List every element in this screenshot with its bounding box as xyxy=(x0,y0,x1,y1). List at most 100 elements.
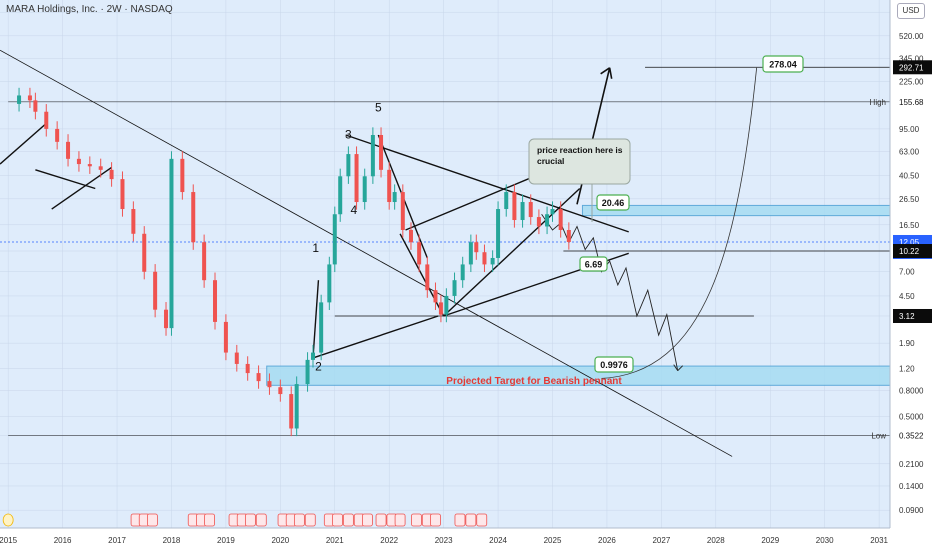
candle-body xyxy=(438,302,443,315)
candle-body xyxy=(234,352,239,364)
earnings-marker[interactable] xyxy=(304,513,316,527)
candle-body xyxy=(460,264,465,281)
candle-body xyxy=(433,290,438,303)
y-tick-label: 1.20 xyxy=(899,364,915,373)
candle-body xyxy=(327,264,332,303)
price-tag xyxy=(893,60,932,75)
y-tick-label: 1.90 xyxy=(899,339,915,348)
price-axis[interactable] xyxy=(890,0,932,550)
earnings-marker[interactable] xyxy=(332,513,343,527)
candle-body xyxy=(27,95,32,101)
candle-body xyxy=(153,271,158,310)
candle-body xyxy=(180,158,185,193)
x-tick-label: 2022 xyxy=(380,536,398,545)
earnings-marker[interactable] xyxy=(362,513,373,527)
trendlines xyxy=(0,49,890,457)
projection-zigzag xyxy=(541,213,679,371)
earnings-marker[interactable] xyxy=(244,513,256,527)
earnings-marker[interactable] xyxy=(204,513,215,527)
note-box xyxy=(528,138,631,185)
candle-body xyxy=(191,192,196,243)
y-tick-label: 63.00 xyxy=(899,147,920,156)
candle-body xyxy=(504,192,509,210)
price-label xyxy=(579,256,608,272)
y-tick-label: 225.00 xyxy=(899,78,924,87)
price-tag-text: 3.12 xyxy=(899,312,915,321)
wave-label: 2 xyxy=(315,360,322,374)
pennant-line xyxy=(51,166,112,210)
earnings-marker[interactable] xyxy=(454,513,466,527)
candle-body xyxy=(566,229,571,242)
y-tick-label: 16.50 xyxy=(899,221,920,230)
y-tick-label: 0.5000 xyxy=(899,412,924,421)
trendline xyxy=(312,315,439,359)
note-text: price reaction here is crucial xyxy=(537,145,623,166)
wave-label: 5 xyxy=(375,101,382,115)
earnings-marker[interactable] xyxy=(147,513,158,527)
x-tick-label: 2026 xyxy=(598,536,616,545)
wave-label: 3 xyxy=(345,127,352,141)
candle-body xyxy=(417,242,422,265)
x-tick-label: 2021 xyxy=(326,536,344,545)
x-tick-label: 2018 xyxy=(163,536,181,545)
candle-body xyxy=(109,169,114,180)
candle-body xyxy=(278,387,283,395)
x-tick-label: 2017 xyxy=(108,536,126,545)
target-label-text: 278.04 xyxy=(769,60,797,70)
candle-body xyxy=(305,359,310,385)
y-tick-label: 0.1400 xyxy=(899,482,924,491)
candle-body xyxy=(379,135,384,170)
time-axis[interactable] xyxy=(0,528,890,550)
earnings-marker[interactable] xyxy=(476,513,488,527)
currency-button[interactable]: USD xyxy=(897,3,925,19)
earnings-marker[interactable] xyxy=(255,513,267,527)
grid xyxy=(0,0,890,528)
trendline xyxy=(312,280,320,359)
earnings-marker[interactable] xyxy=(430,513,441,527)
earnings-marker[interactable] xyxy=(411,513,422,527)
candle-body xyxy=(528,202,533,218)
price-tag-text: 292.71 xyxy=(899,63,924,72)
annotations: 1 2 3 4 5 price reaction here is crucial Projec… xyxy=(312,55,804,387)
side-label: Low xyxy=(871,431,886,440)
candle-body xyxy=(120,179,125,210)
x-tick-label: 2028 xyxy=(707,536,725,545)
candle-body xyxy=(370,135,375,177)
candle-body xyxy=(362,176,367,203)
candle-body xyxy=(66,141,71,159)
x-tick-label: 2025 xyxy=(544,536,562,545)
price-tag-text: 10.22 xyxy=(899,247,920,256)
candle-body xyxy=(387,169,392,203)
candle-body xyxy=(44,111,49,129)
split-marker[interactable] xyxy=(2,513,14,527)
earnings-marker[interactable] xyxy=(465,513,477,527)
candle-body xyxy=(142,233,147,272)
candle-body xyxy=(512,192,517,221)
candle-body xyxy=(55,128,60,142)
x-tick-label: 2027 xyxy=(652,536,670,545)
earnings-marker[interactable] xyxy=(394,513,406,527)
y-tick-label: 7.00 xyxy=(899,268,915,277)
candle-body xyxy=(520,202,525,221)
candles xyxy=(17,87,571,437)
price-tag-text: 0.3522 xyxy=(899,431,924,440)
price-tag xyxy=(893,428,932,443)
x-tick-label: 2015 xyxy=(0,536,18,545)
y-tick-label: 520.00 xyxy=(899,32,924,41)
candle-body xyxy=(131,209,136,234)
earnings-marker[interactable] xyxy=(342,513,354,527)
candle-body xyxy=(202,242,207,281)
earnings-marker[interactable] xyxy=(375,513,387,527)
x-tick-label: 2024 xyxy=(489,536,507,545)
y-tick-label: 0.8000 xyxy=(899,387,924,396)
earnings-marker[interactable] xyxy=(293,513,305,527)
x-tick-label: 2029 xyxy=(761,536,779,545)
candle-body xyxy=(482,252,487,265)
chart-title: MARA Holdings, Inc. · 2W · NASDAQ xyxy=(6,4,173,15)
y-tick-label: 4.50 xyxy=(899,292,915,301)
candle-body xyxy=(98,166,103,170)
candle-body xyxy=(310,352,315,360)
price-label-text: 6.69 xyxy=(585,260,603,270)
candle-body xyxy=(76,158,81,165)
